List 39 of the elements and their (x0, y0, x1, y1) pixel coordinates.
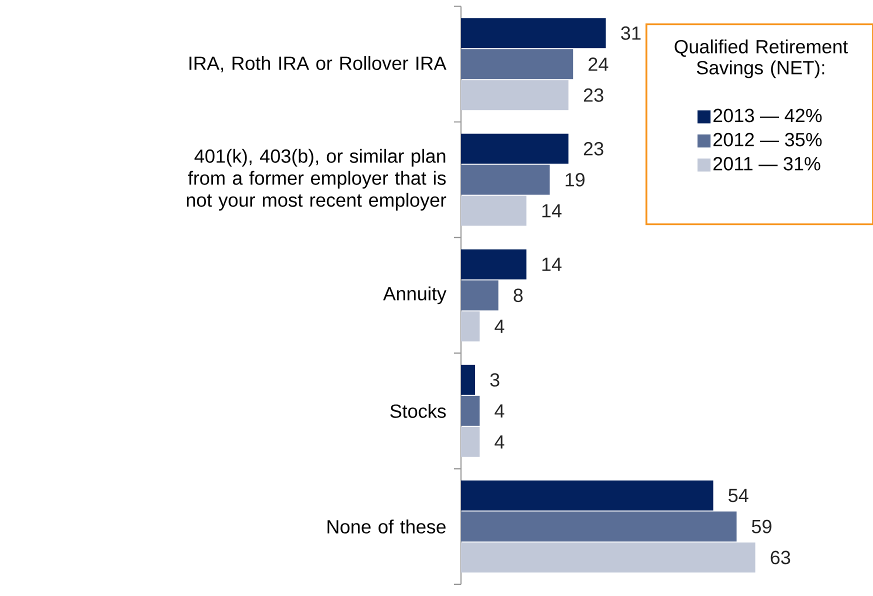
legend-label: 2012 — 35% (713, 132, 822, 146)
bar (461, 164, 550, 195)
bar (461, 134, 568, 164)
bar (461, 396, 480, 426)
y-tick-label: Stocks (390, 404, 446, 418)
data-label: 19 (566, 172, 585, 186)
data-label: 4 (494, 435, 504, 448)
legend-title: Qualified Retirement Savings (NET): (674, 39, 848, 78)
bar (461, 364, 476, 395)
data-label: 8 (514, 288, 523, 302)
y-tick-label: None of these (328, 519, 446, 534)
legend-label: 2011 — 31% (713, 156, 820, 170)
bar (461, 80, 568, 110)
data-label: 3 (490, 373, 500, 387)
legend-label: 2013 — 42% (713, 108, 822, 122)
bar (461, 511, 737, 542)
data-label: 54 (728, 488, 748, 502)
bar (461, 542, 756, 572)
data-label: 23 (584, 88, 604, 102)
bar (461, 280, 498, 310)
data-label: 63 (770, 550, 790, 564)
data-label: 23 (584, 142, 604, 156)
data-label: 31 (621, 26, 641, 40)
bar (461, 426, 480, 457)
y-tick-label: Annuity (383, 286, 446, 304)
bar (461, 18, 606, 48)
bar (461, 196, 526, 226)
bar (461, 480, 714, 510)
bar (461, 48, 574, 79)
data-label: 4 (494, 404, 504, 418)
bar (461, 249, 526, 280)
bar (461, 311, 480, 342)
y-tick-label: IRA, Roth IRA or Rollover IRA (190, 56, 446, 72)
data-label: 59 (752, 520, 772, 534)
data-label: 14 (542, 204, 562, 218)
data-label: 14 (542, 258, 562, 271)
y-tick-label: 401(k), 403(b), or similar plan from a former employer that is not your most recent employer (186, 148, 446, 210)
data-label: 4 (494, 320, 504, 333)
data-label: 24 (588, 57, 608, 71)
